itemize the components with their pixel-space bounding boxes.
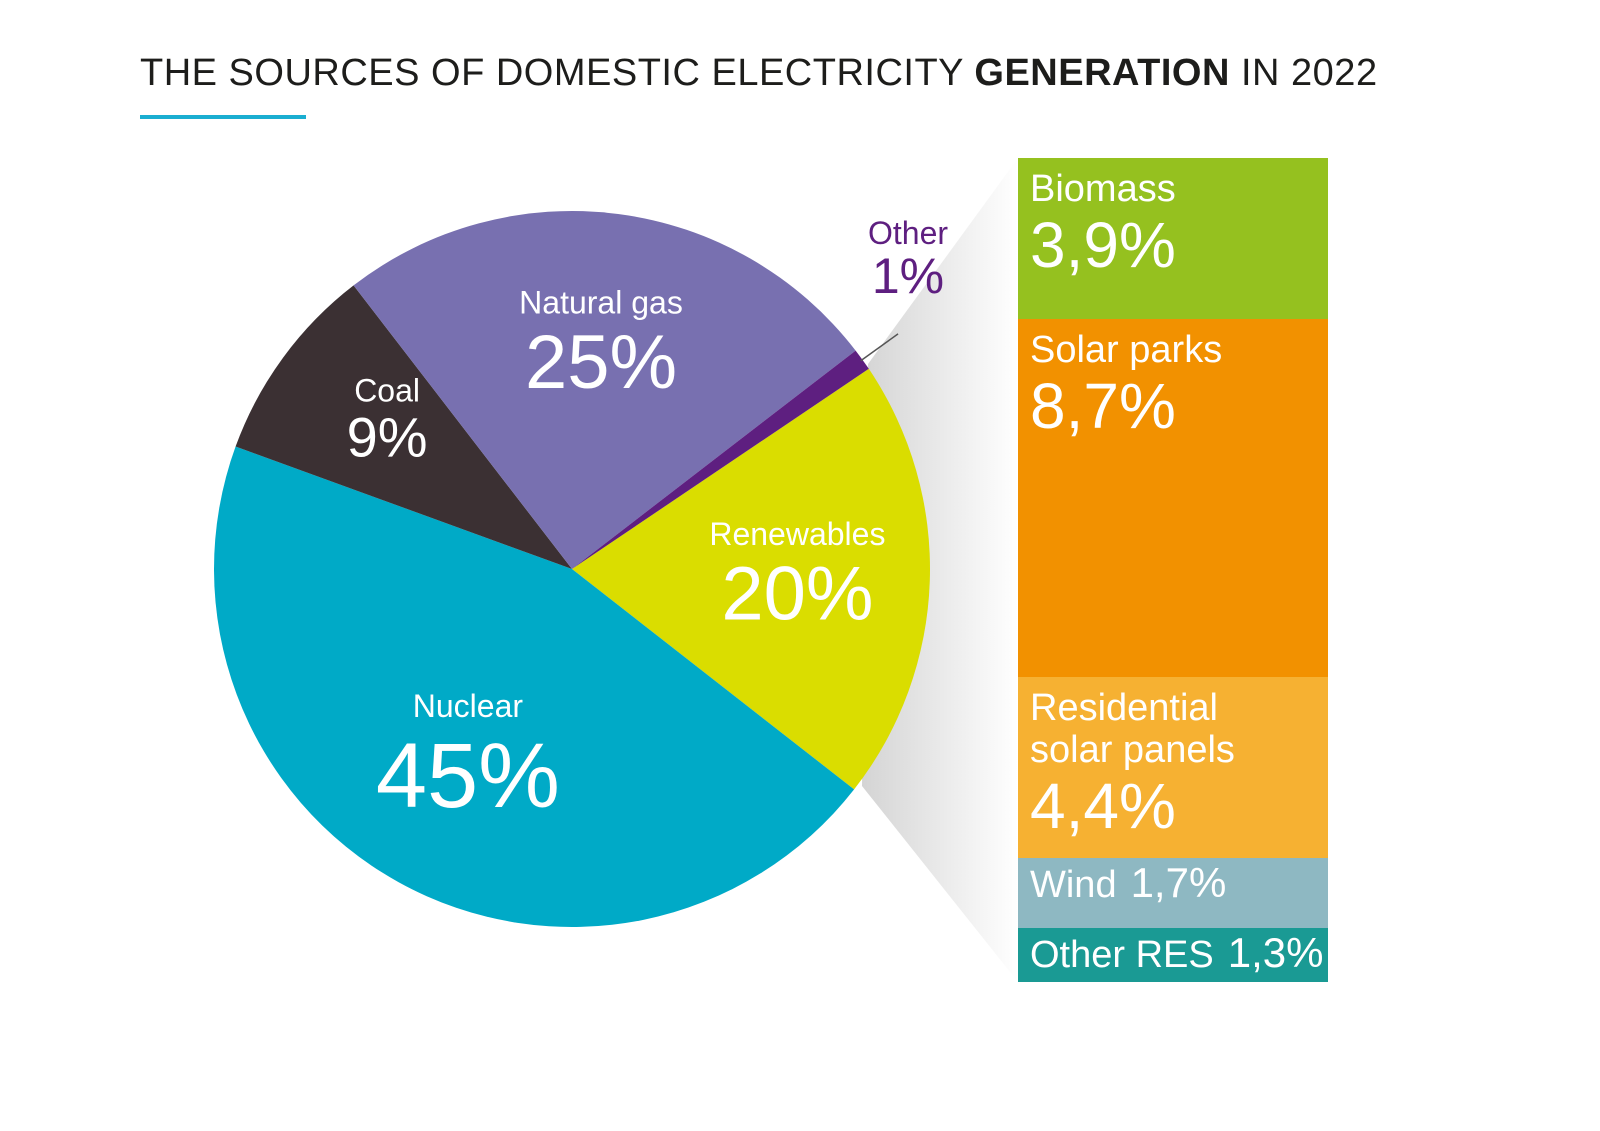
pie-slice-nuclear: [213, 446, 855, 928]
slice-label-natural-gas: Natural gas: [519, 284, 683, 320]
slice-label-nuclear: Nuclear: [413, 688, 524, 724]
pie-slices: [213, 211, 931, 928]
slice-label-renewables: Renewables: [709, 516, 885, 552]
slice-label-coal: Coal: [354, 373, 420, 409]
title-prefix: THE SOURCES OF DOMESTIC ELECTRICITY: [140, 52, 975, 94]
slice-value-renewables: 20%: [721, 551, 873, 636]
pie-slice-renewables: [572, 368, 931, 790]
segment-label: Biomass: [1030, 168, 1176, 210]
title-underline: [140, 115, 306, 119]
slice-value-other: 1%: [872, 248, 944, 304]
renewables-breakdown: Biomass 3,9% Solar parks 8,7% Residential so…: [1018, 158, 1328, 982]
pie-slice-coal: [235, 285, 572, 569]
segment-value: 3,9%: [1030, 209, 1176, 281]
slice-label-other: Other: [868, 215, 948, 251]
segment-label: Solar parks: [1030, 329, 1223, 371]
bar-segment-residential-solar-panels: Residential solar panels 4,4%: [1018, 677, 1328, 858]
segment-value: 8,7%: [1030, 370, 1176, 442]
breakdown-connector: [862, 158, 1018, 982]
segment-label: Residential solar panels: [1030, 687, 1235, 771]
bar-segment-solar-parks: Solar parks 8,7%: [1018, 319, 1328, 677]
title-bold: GENERATION: [974, 52, 1230, 94]
segment-value: 4,4%: [1030, 770, 1176, 842]
bar-segment-wind: Wind 1,7%: [1018, 858, 1328, 928]
segment-label: Wind: [1030, 864, 1117, 906]
slice-value-natural-gas: 25%: [525, 320, 677, 405]
title-suffix: IN 2022: [1229, 52, 1378, 94]
bar-segment-biomass: Biomass 3,9%: [1018, 158, 1328, 319]
pie-slice-other: [572, 350, 869, 569]
segment-value: 1,3%: [1227, 929, 1324, 976]
slice-value-nuclear: 45%: [376, 725, 560, 827]
bar-segment-other-res: Other RES 1,3%: [1018, 928, 1328, 982]
pie-slice-natural-gas: [353, 211, 856, 569]
slice-value-coal: 9%: [347, 406, 428, 469]
chart-title: THE SOURCES OF DOMESTIC ELECTRICITY GENE…: [140, 52, 1378, 95]
leader-line-other: [860, 333, 899, 362]
segment-label: Other RES: [1030, 934, 1214, 976]
segment-value: 1,7%: [1130, 859, 1227, 906]
